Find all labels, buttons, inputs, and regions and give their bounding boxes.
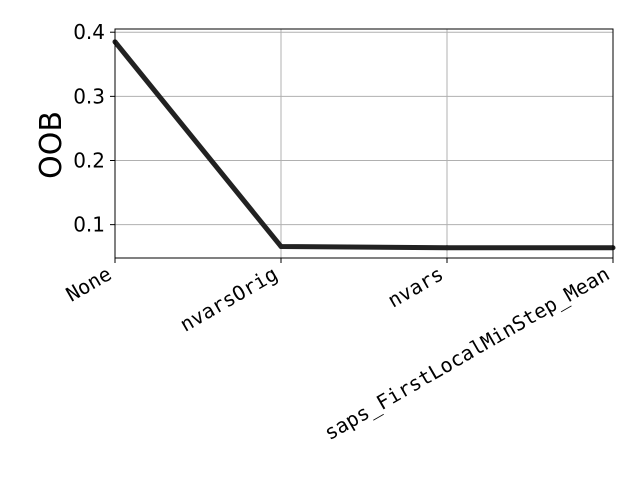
plot-frame: [114, 28, 614, 259]
y-tick-label: 0.1: [73, 213, 105, 237]
series-line: [113, 40, 613, 251]
axes: [114, 28, 614, 259]
y-tick-label: 0.4: [73, 20, 105, 44]
x-tick-label: nvarsOrig: [176, 262, 282, 337]
series-group: [112, 39, 616, 251]
y-tick-label: 0.3: [73, 84, 105, 108]
y-ticks: 0.1 0.2 0.3 0.4: [73, 20, 115, 237]
x-tick-label: None: [62, 262, 116, 307]
grid-lines: [114, 29, 614, 258]
y-tick-label: 0.2: [73, 148, 105, 172]
data-point: [278, 243, 284, 249]
x-tick-label: nvars: [383, 262, 447, 313]
data-point: [444, 245, 450, 251]
x-tick-label: saps_FirstLocalMinStep_Mean: [320, 262, 614, 445]
x-ticks: None nvarsOrig nvarssaps_FirstLocalMinStep…: [62, 258, 614, 445]
y-axis-label: OOB: [34, 111, 69, 179]
